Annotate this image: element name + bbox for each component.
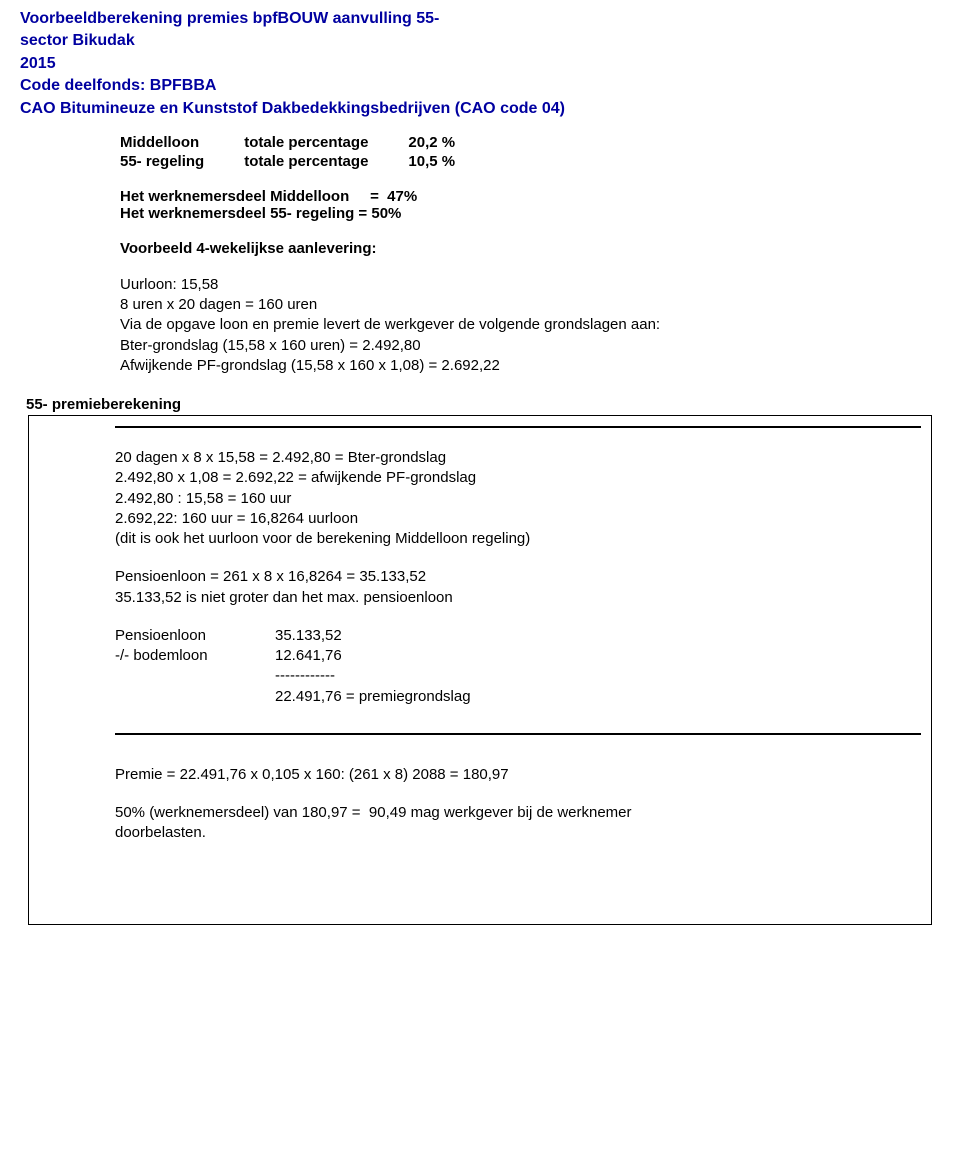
calc-line: 20 dagen x 8 x 15,58 = 2.492,80 = Bter-g…	[115, 448, 921, 468]
pensioen-table: Pensioenloon 35.133,52 -/- bodemloon 12.…	[115, 626, 481, 707]
table-row: Pensioenloon 35.133,52	[115, 626, 481, 646]
calc-line: Afwijkende PF-grondslag (15,58 x 160 x 1…	[120, 356, 940, 376]
divider-line	[115, 733, 921, 735]
header-line-4: Code deelfonds: BPFBBA	[20, 75, 940, 97]
calc-line: 2.692,22: 160 uur = 16,8264 uurloon	[115, 509, 921, 529]
spacer	[115, 785, 921, 803]
table-row: -/- bodemloon 12.641,76	[115, 646, 481, 666]
divider-line	[115, 426, 921, 428]
pensioen-label: -/- bodemloon	[115, 646, 275, 666]
calc-line: 2.492,80 x 1,08 = 2.692,22 = afwijkende …	[115, 468, 921, 488]
werknemersdeel-line: Het werknemersdeel Middelloon = 47%	[120, 188, 940, 205]
werknemersdeel-block: Het werknemersdeel Middelloon = 47% Het …	[120, 188, 940, 222]
calc-line: Uurloon: 15,58	[120, 275, 940, 295]
pct-label: Middelloon	[120, 134, 244, 153]
calc-line: doorbelasten.	[115, 823, 921, 843]
dashes: ------------	[275, 666, 481, 686]
calc-line: 50% (werknemersdeel) van 180,97 = 90,49 …	[115, 803, 921, 823]
intro-section: Middelloon totale percentage 20,2 % 55- …	[120, 134, 940, 376]
werknemersdeel-line: Het werknemersdeel 55- regeling = 50%	[120, 205, 940, 222]
premieberekening-title: 55- premieberekening	[26, 396, 940, 413]
document-header: Voorbeeldberekening premies bpfBOUW aanv…	[20, 8, 940, 120]
calc-line: 2.492,80 : 15,58 = 160 uur	[115, 489, 921, 509]
calc-line: 8 uren x 20 dagen = 160 uren	[120, 295, 940, 315]
header-line-5: CAO Bitumineuze en Kunststof Dakbedekkin…	[20, 98, 940, 120]
pct-val: 20,2 %	[408, 134, 455, 153]
voorbeeld-title: Voorbeeld 4-wekelijkse aanlevering:	[120, 240, 940, 257]
pct-val: 10,5 %	[408, 153, 455, 172]
calc-line: Premie = 22.491,76 x 0,105 x 160: (261 x…	[115, 765, 921, 785]
calc-line: Via de opgave loon en premie levert de w…	[120, 315, 940, 335]
pct-mid: totale percentage	[244, 134, 408, 153]
table-row: 55- regeling totale percentage 10,5 %	[120, 153, 455, 172]
premieberekening-box: 20 dagen x 8 x 15,58 = 2.492,80 = Bter-g…	[28, 415, 932, 925]
header-line-1: Voorbeeldberekening premies bpfBOUW aanv…	[20, 8, 940, 30]
spacer	[115, 549, 921, 567]
calc-line: 35.133,52 is niet groter dan het max. pe…	[115, 588, 921, 608]
percentage-table: Middelloon totale percentage 20,2 % 55- …	[120, 134, 455, 172]
intro-calc-block: Uurloon: 15,58 8 uren x 20 dagen = 160 u…	[120, 275, 940, 376]
header-line-3: 2015	[20, 53, 940, 75]
table-row: ------------	[115, 666, 481, 686]
spacer	[115, 608, 921, 626]
pensioen-value: 12.641,76	[275, 646, 481, 666]
table-row: Middelloon totale percentage 20,2 %	[120, 134, 455, 153]
table-row: 22.491,76 = premiegrondslag	[115, 687, 481, 707]
calc-line: (dit is ook het uurloon voor de berekeni…	[115, 529, 921, 549]
empty-cell	[115, 666, 275, 686]
calc-line: Bter-grondslag (15,58 x 160 uren) = 2.49…	[120, 336, 940, 356]
calc-line: Pensioenloon = 261 x 8 x 16,8264 = 35.13…	[115, 567, 921, 587]
header-line-2: sector Bikudak	[20, 30, 940, 52]
pct-label: 55- regeling	[120, 153, 244, 172]
pensioen-value: 35.133,52	[275, 626, 481, 646]
pensioen-label: Pensioenloon	[115, 626, 275, 646]
pensioen-result: 22.491,76 = premiegrondslag	[275, 687, 481, 707]
box-content: 20 dagen x 8 x 15,58 = 2.492,80 = Bter-g…	[115, 426, 921, 844]
empty-cell	[115, 687, 275, 707]
pct-mid: totale percentage	[244, 153, 408, 172]
